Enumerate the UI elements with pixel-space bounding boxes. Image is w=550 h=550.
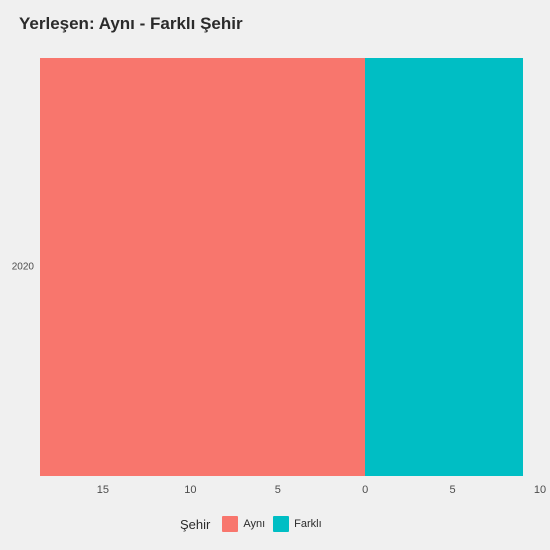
x-tick: 10 (184, 484, 196, 496)
chart-canvas: Yerleşen: Aynı - Farklı Şehir 151050510 … (0, 0, 550, 550)
legend-label: Aynı (243, 518, 265, 530)
x-tick: 5 (275, 484, 281, 496)
x-tick: 0 (362, 484, 368, 496)
legend-item: Aynı (222, 516, 265, 532)
x-tick: 5 (450, 484, 456, 496)
plot-area (40, 58, 540, 476)
legend-swatch (273, 516, 289, 532)
legend-item: Farklı (273, 516, 322, 532)
legend-title: Şehir (180, 517, 210, 532)
x-tick: 15 (97, 484, 109, 496)
bar-ayni (40, 58, 365, 476)
legend-label: Farklı (294, 518, 322, 530)
legend-swatch (222, 516, 238, 532)
chart-title: Yerleşen: Aynı - Farklı Şehir (19, 14, 243, 34)
y-tick: 2020 (12, 262, 34, 273)
bar-farkli (365, 58, 522, 476)
x-tick: 10 (534, 484, 546, 496)
legend: Şehir Aynı Farklı (180, 516, 322, 532)
